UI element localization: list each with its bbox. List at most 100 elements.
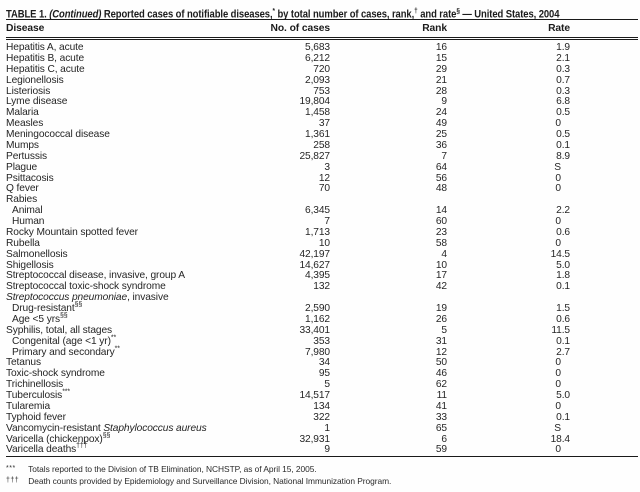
rank-cell: 28: [435, 85, 447, 97]
footnote-symbol: *: [272, 6, 276, 15]
text-part: Hepatitis A, acute: [6, 42, 84, 53]
rate-cell: 2.7: [556, 346, 570, 358]
rank-cell: 59: [435, 444, 447, 456]
text-part: Age <5 yrs: [12, 313, 60, 325]
rate-cell: 0: [555, 368, 561, 380]
rank-cell: 4: [441, 248, 447, 260]
footnote-symbol: §: [456, 6, 460, 15]
disease-cell: Syphilis, total, all stages: [6, 325, 230, 337]
rate-cell: [447, 195, 638, 206]
rate-cell: 0: [555, 216, 561, 227]
rank-cell: [330, 195, 447, 206]
disease-cell: Listeriosis: [6, 86, 230, 98]
rank-cell: 12: [435, 346, 447, 358]
text-part: Q fever: [6, 183, 39, 195]
disease-cell: Shigellosis: [6, 259, 230, 272]
rank-cell: 46: [435, 368, 447, 380]
footnote-symbol: **: [110, 334, 117, 342]
rank-cell: 41: [435, 400, 447, 412]
text-part: Malaria: [6, 107, 39, 119]
footnote-symbol: §§: [102, 432, 111, 440]
text-part: Hepatitis B, acute: [6, 52, 85, 64]
rank-cell: 50: [435, 357, 447, 369]
table-row: Listeriosis 753 28 0.3: [6, 85, 638, 98]
table-row: Streptococcal toxic-shock syndrome 132 4…: [6, 281, 638, 293]
rank-cell: 16: [435, 42, 447, 53]
text-part: Shigellosis: [6, 259, 54, 271]
cases-cell: 32,931: [299, 433, 330, 445]
rate-cell: 0: [555, 379, 561, 391]
footnote-marker: †††: [6, 477, 20, 485]
table-row: Hepatitis C, acute 720 29 0.3: [6, 63, 638, 76]
cases-cell: 33,401: [299, 324, 330, 336]
cases-cell: 5: [324, 379, 330, 391]
rank-cell: 5: [441, 324, 447, 336]
text-part: Trichinellosis: [6, 379, 64, 391]
text-part: Vancomycin-resistant: [6, 422, 104, 434]
footnotes: *** Totals reported to the Division of T…: [6, 464, 638, 488]
text-part: Reported cases of notifiable diseases,: [101, 8, 273, 21]
text-part: Salmonellosis: [6, 248, 68, 260]
footnote-marker: ***: [6, 465, 16, 473]
text-part: by total number of cases, rank,: [274, 8, 415, 21]
footnote-symbol: §§: [74, 301, 83, 309]
table-row: Lyme disease 19,804 9 6.8: [6, 96, 638, 108]
disease-cell: Plague: [6, 162, 230, 174]
disease-cell: Tuberculosis***: [6, 389, 230, 402]
disease-cell: Hepatitis C, acute: [6, 64, 230, 76]
table-row: Meningococcal disease 1,361 25 0.5: [6, 129, 638, 141]
disease-cell: Salmonellosis: [6, 248, 230, 261]
cases-cell: 25,827: [299, 150, 330, 162]
disease-cell: Lyme disease: [6, 96, 230, 108]
cases-cell: 7,980: [305, 346, 330, 358]
rate-cell: 0.3: [556, 63, 570, 75]
table-row: Syphilis, total, all stages 33,401 5 11.…: [6, 324, 638, 337]
table-row: Malaria 1,458 24 0.5: [6, 107, 638, 119]
disease-cell: Hepatitis B, acute: [6, 52, 230, 65]
table-row: Animal 6,345 14 2.2: [6, 205, 638, 217]
text-part: Typhoid fever: [6, 411, 66, 423]
rank-cell: 62: [435, 379, 447, 391]
rate-cell: 0.6: [556, 313, 570, 325]
rank-cell: 26: [435, 313, 447, 325]
cases-cell: 95: [318, 368, 330, 380]
text-part: TABLE 1.: [6, 8, 50, 21]
disease-cell: Rabies: [6, 194, 230, 206]
rank-cell: 29: [435, 63, 447, 75]
header-row: Disease No. of cases Rank Rate: [6, 20, 638, 39]
cases-cell: 34: [318, 357, 330, 369]
rate-cell: 0: [555, 357, 561, 369]
disease-cell: Age <5 yrs§§: [6, 312, 230, 326]
cases-cell: 1,162: [305, 313, 330, 325]
cases-cell: 9: [324, 444, 330, 456]
cases-cell: 6,345: [305, 205, 330, 217]
table-row: Toxic-shock syndrome 95 46 0: [6, 368, 638, 380]
rate-cell: [447, 293, 638, 304]
cases-cell: 42,197: [299, 248, 330, 260]
rank-cell: 33: [435, 411, 447, 423]
table-row: Congenital (age <1 yr)** 353 31 0.1: [6, 334, 638, 348]
text-part: — United States, 2004: [459, 8, 560, 21]
rank-cell: [330, 293, 447, 304]
text-part: Animal: [12, 205, 43, 217]
cases-cell: 10: [318, 237, 330, 249]
rank-cell: 6: [441, 433, 447, 445]
cases-cell: 14,517: [299, 390, 330, 401]
rank-cell: 23: [435, 226, 447, 238]
cases-cell: 322: [313, 411, 330, 423]
rate-cell: 1.5: [556, 303, 570, 314]
disease-cell: Vancomycin-resistant Staphylococcus aure…: [6, 422, 230, 435]
text-part: Human: [12, 216, 45, 227]
disease-cell: Toxic-shock syndrome: [6, 368, 230, 380]
disease-cell: Tetanus: [6, 357, 230, 369]
table-body: Hepatitis A, acute 5,683 16 1.9 Hepatiti…: [6, 39, 638, 457]
rate-cell: 1.8: [556, 270, 570, 282]
disease-cell: Varicella deaths†††: [6, 443, 230, 456]
text-part: Toxic-shock syndrome: [6, 368, 105, 380]
table-row: Tetanus 34 50 0: [6, 357, 638, 369]
text-part: Tularemia: [6, 400, 51, 412]
text-part: Streptococcus pneumoniae: [6, 292, 128, 304]
rate-cell: 5.0: [556, 259, 570, 271]
footnote-symbol: †: [414, 6, 418, 15]
